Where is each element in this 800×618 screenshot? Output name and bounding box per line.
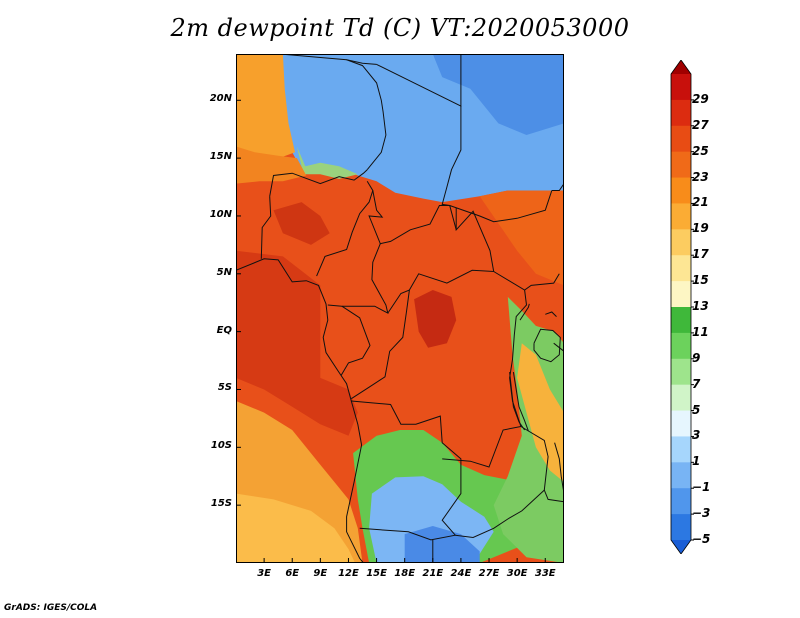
- lon-label: 30E: [506, 568, 528, 579]
- border-cameroon-car-congo: [327, 243, 389, 315]
- border-congo-drc: [351, 289, 411, 400]
- colorbar-swatch: [671, 436, 691, 463]
- colorbar-swatch: [671, 514, 691, 541]
- colorbar-swatch: [671, 384, 691, 412]
- colorbar-swatch: [671, 255, 691, 282]
- border-lake-tanganyika-w: [509, 372, 526, 431]
- border-lake-albert: [519, 303, 530, 321]
- colorbar-swatch: [671, 125, 691, 153]
- colorbar-swatch: [671, 151, 691, 179]
- map-panel: [236, 54, 564, 563]
- border-libya-chad: [376, 54, 462, 107]
- border-niger-nigeria: [269, 169, 368, 197]
- lat-label: 20N: [209, 93, 232, 105]
- border-niger-libya: [346, 59, 377, 65]
- field-sahel-yellow: [236, 54, 295, 170]
- lat-label: 10N: [209, 208, 232, 220]
- colorbar-swatch: [671, 488, 691, 515]
- colorbar-swatch: [671, 99, 691, 127]
- field-coast-dark: [236, 250, 358, 436]
- dewpoint-map: [236, 54, 564, 563]
- colorbar-label: −1: [692, 480, 711, 495]
- colorbar-label: 27: [692, 117, 709, 132]
- colorbar-swatch: [671, 229, 691, 256]
- field-central-dark: [414, 290, 457, 348]
- border-lake-victoria: [533, 328, 561, 363]
- lon-label: 18E: [394, 568, 416, 579]
- colorbar-label: −3: [692, 506, 711, 521]
- lat-label: EQ: [216, 324, 232, 336]
- colorbar-label: 15: [692, 273, 709, 288]
- border-nigeria-benin: [260, 196, 272, 259]
- border-lake-tanganyika-e: [512, 372, 529, 432]
- lat-label: 15N: [209, 151, 232, 163]
- field-kalahari-deep-blue: [404, 526, 480, 563]
- lon-label: 27E: [478, 568, 500, 579]
- lon-label: 9E: [313, 568, 328, 579]
- field-sahara-edge: [296, 146, 358, 179]
- border-zambia-south: [455, 489, 564, 539]
- lon-label: 33E: [534, 568, 556, 579]
- border-zambia-tz: [520, 426, 549, 491]
- footer-credit: GrADS: IGES/COLA: [4, 603, 98, 613]
- lat-label: 5S: [217, 382, 232, 394]
- field-northeast-orange: [479, 190, 564, 286]
- border-lake-kyoga: [545, 311, 557, 317]
- colorbar-swatch: [671, 203, 691, 230]
- field-sahel-orange: [236, 146, 307, 184]
- colorbar-outline: [670, 60, 692, 554]
- map-frame: [236, 54, 564, 563]
- lon-label: 21E: [422, 568, 444, 579]
- colorbar-swatch: [671, 332, 691, 360]
- colorbar-label: 1: [692, 454, 701, 469]
- border-sudan-ssudan: [449, 190, 553, 223]
- lat-label: 15S: [210, 498, 232, 510]
- border-lake-malawi: [554, 442, 564, 494]
- colorbar-label: 11: [692, 324, 709, 339]
- lat-label: 5N: [216, 266, 232, 278]
- colorbar-label: 5: [692, 402, 701, 417]
- field-east-africa-yellow: [517, 343, 564, 482]
- field-southwest-lighter: [236, 493, 355, 563]
- colorbar-label: 29: [692, 91, 709, 106]
- colorbar-swatch: [671, 358, 691, 386]
- colorbar-label: 3: [692, 428, 701, 443]
- map-title: 2m dewpoint Td (C) VT:2020053000: [170, 14, 630, 42]
- border-nigeria-cameroon: [316, 181, 374, 277]
- border-chad-car: [368, 190, 450, 245]
- field-central-dark2: [273, 202, 330, 245]
- colorbar: [670, 60, 694, 554]
- colorbar-swatch: [671, 462, 691, 489]
- colorbar-label: 19: [692, 221, 709, 236]
- colorbar-label: 9: [692, 350, 701, 365]
- colorbar-label: 21: [692, 195, 709, 210]
- colorbar-swatch: [671, 307, 691, 334]
- border-drc-angola: [351, 400, 462, 541]
- lon-label: 24E: [450, 568, 472, 579]
- border-gabon-congo: [340, 305, 371, 376]
- border-niger-n: [279, 54, 387, 171]
- colorbar-label: −5: [692, 532, 711, 546]
- colorbar-swatch: [671, 540, 691, 554]
- colorbar-swatch: [671, 281, 691, 308]
- field-sahara-dry-deep: [432, 54, 564, 135]
- colorbar-swatch: [671, 60, 691, 74]
- border-coast-west-africa: [236, 258, 364, 563]
- border-ssudan-drc-uganda: [493, 271, 560, 291]
- lon-label: 12E: [338, 568, 359, 579]
- colorbar-label: 23: [692, 169, 709, 184]
- lon-label: 6E: [285, 568, 300, 579]
- colorbar-label: 17: [692, 247, 709, 262]
- colorbar-swatch: [671, 74, 691, 101]
- border-sudan-east: [551, 183, 564, 191]
- colorbar-label: 25: [692, 143, 709, 158]
- border-tz-kenya: [553, 342, 564, 352]
- colorbar-swatch: [671, 177, 691, 204]
- colorbar-swatch: [671, 410, 691, 437]
- lon-label: 3E: [257, 568, 271, 579]
- colorbar-label: 13: [692, 299, 709, 313]
- lat-label: 10S: [210, 440, 232, 452]
- lon-label: 15E: [366, 568, 387, 579]
- colorbar-label: 7: [692, 376, 701, 391]
